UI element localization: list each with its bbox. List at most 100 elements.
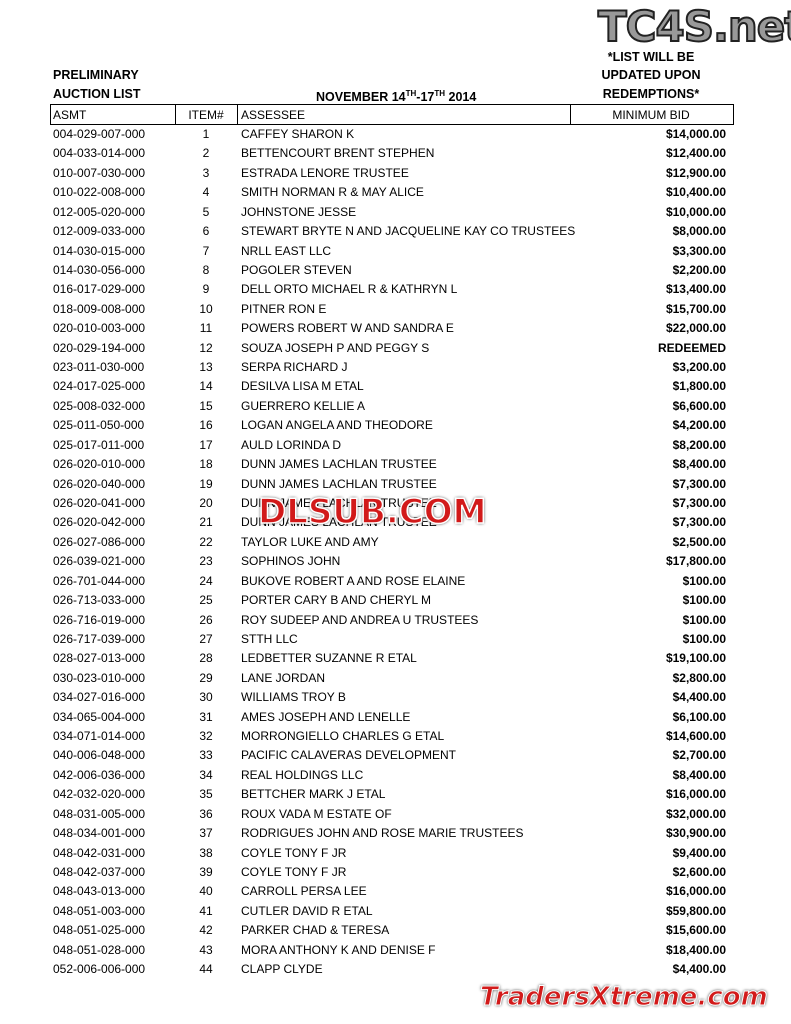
item: 26	[199, 612, 213, 627]
assessee: LOGAN ANGELA AND THEODORE	[241, 418, 433, 433]
minimum-bid: $100.00	[682, 631, 726, 646]
assessee: SMITH NORMAN R & MAY ALICE	[241, 185, 424, 200]
separator	[175, 105, 176, 124]
column-header-box	[50, 104, 734, 125]
asmt: 026-027-086-000	[53, 534, 146, 549]
item: 28	[199, 651, 213, 666]
item: 25	[199, 593, 213, 608]
minimum-bid: $19,100.00	[665, 651, 726, 666]
item: 8	[202, 262, 210, 277]
minimum-bid: $2,600.00	[672, 864, 726, 879]
separator	[570, 105, 571, 124]
date-part: 2014	[448, 90, 477, 105]
item: 22	[199, 534, 213, 549]
assessee: PACIFIC CALAVERAS DEVELOPMENT	[241, 748, 456, 763]
minimum-bid: $100.00	[682, 612, 726, 627]
item: 12	[199, 340, 213, 355]
minimum-bid: $100.00	[682, 573, 726, 588]
watermark: TradersXtreme.com	[480, 982, 769, 1013]
assessee: STTH LLC	[241, 631, 298, 646]
column-header: MINIMUM BID	[612, 108, 690, 122]
item: 9	[202, 282, 210, 297]
assessee: AMES JOSEPH AND LENELLE	[241, 709, 411, 724]
asmt: 023-011-030-000	[53, 360, 145, 375]
item: 7	[202, 243, 210, 258]
minimum-bid: $9,400.00	[672, 845, 726, 860]
assessee: DUNN JAMES LACHLAN TRUSTEE	[241, 476, 437, 491]
item: 1	[202, 127, 210, 141]
header-right: UPDATED UPON	[601, 68, 701, 82]
asmt: 048-043-013-000	[53, 884, 146, 899]
asmt: 048-042-037-000	[53, 864, 146, 879]
minimum-bid: $100.00	[682, 593, 726, 608]
assessee: ROUX VADA M ESTATE OF	[241, 806, 392, 821]
item: 33	[199, 748, 213, 763]
minimum-bid: $14,600.00	[665, 729, 726, 744]
assessee: RODRIGUES JOHN AND ROSE MARIE TRUSTEES	[241, 826, 524, 841]
assessee: JOHNSTONE JESSE	[241, 204, 357, 219]
asmt: 025-011-050-000	[53, 418, 145, 433]
minimum-bid: $4,400.00	[672, 962, 726, 977]
asmt: 042-006-036-000	[53, 767, 146, 782]
minimum-bid: $1,800.00	[672, 379, 726, 394]
item: 21	[199, 515, 213, 530]
assessee: CUTLER DAVID R ETAL	[241, 903, 373, 918]
assessee: PARKER CHAD & TERESA	[241, 923, 390, 938]
item: 6	[202, 224, 210, 239]
minimum-bid: $16,000.00	[665, 787, 726, 802]
assessee: DUNN JAMES LACHLAN TRUSTEE	[241, 515, 437, 530]
date-part: NOVEMBER 14	[316, 90, 406, 105]
minimum-bid: $2,700.00	[672, 748, 726, 763]
assessee: LANE JORDAN	[241, 670, 326, 685]
assessee: SERPA RICHARD J	[241, 360, 348, 375]
asmt: 042-032-020-000	[53, 787, 146, 802]
assessee: ROY SUDEEP AND ANDREA U TRUSTEES	[241, 612, 479, 627]
header-left: PRELIMINARY	[53, 68, 139, 82]
item: 36	[199, 806, 213, 821]
item: 27	[199, 631, 213, 646]
item: 29	[199, 670, 213, 685]
assessee: POWERS ROBERT W AND SANDRA E	[241, 321, 454, 336]
item: 14	[199, 379, 213, 394]
assessee: BUKOVE ROBERT A AND ROSE ELAINE	[241, 573, 466, 588]
asmt: 040-006-048-000	[53, 748, 146, 763]
assessee: PITNER RON E	[241, 301, 327, 316]
item: 19	[199, 476, 213, 491]
item: 23	[199, 554, 213, 569]
asmt: 026-020-041-000	[53, 495, 146, 510]
assessee: ESTRADA LENORE TRUSTEE	[241, 165, 409, 180]
minimum-bid: $2,800.00	[672, 670, 726, 685]
assessee: AULD LORINDA D	[241, 437, 342, 452]
item: 2	[202, 146, 210, 161]
asmt: 012-005-020-000	[53, 204, 146, 219]
minimum-bid: $15,700.00	[665, 301, 726, 316]
assessee: NRLL EAST LLC	[241, 243, 332, 258]
asmt: 048-042-031-000	[53, 845, 146, 860]
item: 20	[199, 495, 213, 510]
minimum-bid: $12,900.00	[665, 165, 726, 180]
assessee: COYLE TONY F JR	[241, 845, 347, 860]
assessee: COYLE TONY F JR	[241, 864, 347, 879]
item: 18	[199, 457, 213, 472]
minimum-bid: $4,400.00	[672, 690, 726, 705]
header-right: REDEMPTIONS*	[602, 87, 700, 101]
assessee: STEWART BRYTE N AND JACQUELINE KAY CO TR…	[241, 224, 576, 239]
minimum-bid: $7,300.00	[672, 476, 726, 491]
item: 31	[199, 709, 213, 724]
item: 4	[202, 185, 210, 200]
separator	[237, 105, 238, 124]
asmt: 025-008-032-000	[53, 398, 146, 413]
asmt: 004-029-007-000	[53, 127, 146, 141]
assessee: DUNN JAMES LACHLAN TRUSTEE	[241, 495, 437, 510]
item: 32	[199, 729, 213, 744]
asmt: 025-017-011-000	[53, 437, 145, 452]
minimum-bid: $15,600.00	[665, 923, 726, 938]
asmt: 028-027-013-000	[53, 651, 146, 666]
minimum-bid: $13,400.00	[665, 282, 726, 297]
date-sup: TH	[405, 89, 417, 98]
asmt: 026-020-010-000	[53, 457, 146, 472]
minimum-bid: $7,300.00	[672, 495, 726, 510]
asmt: 048-051-028-000	[53, 942, 146, 957]
assessee: CLAPP CLYDE	[241, 962, 323, 977]
item: 38	[199, 845, 213, 860]
